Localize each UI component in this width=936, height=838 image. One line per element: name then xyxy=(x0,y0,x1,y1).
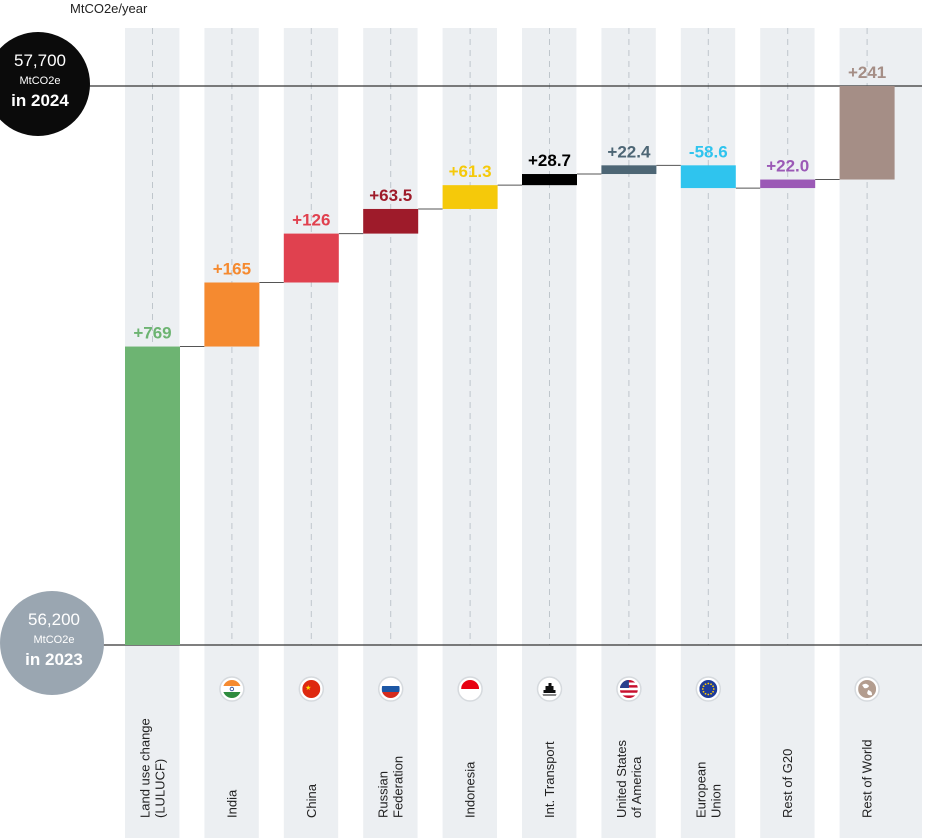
category-label: Land use change(LULUCF) xyxy=(138,718,168,818)
column-gap xyxy=(258,28,284,838)
column-gap xyxy=(179,28,205,838)
bar-7 xyxy=(601,165,657,175)
column-gap xyxy=(735,28,761,838)
bar-6 xyxy=(522,174,577,186)
bar-1 xyxy=(125,346,180,645)
column-gap xyxy=(814,28,840,838)
usa-flag-icon xyxy=(616,676,642,702)
bar-8 xyxy=(680,165,736,189)
bar-5 xyxy=(442,185,498,209)
total-year: in 2023 xyxy=(25,650,83,669)
data-label: +63.5 xyxy=(369,186,412,205)
column-gap xyxy=(497,28,522,838)
column-gap xyxy=(338,28,364,838)
ship-icon xyxy=(536,676,563,702)
russia-flag-icon xyxy=(377,676,404,702)
category-label: United Statesof America xyxy=(614,739,644,818)
end-total-circle: 57,700 MtCO2e in 2024 xyxy=(0,32,90,136)
total-value: 57,700 xyxy=(14,51,66,70)
svg-text:★: ★ xyxy=(305,684,311,692)
category-label: Int. Transport xyxy=(542,741,557,818)
data-label: +126 xyxy=(292,211,330,230)
data-label: +769 xyxy=(133,324,171,343)
india-flag-icon xyxy=(219,676,245,702)
category-label: Indonesia xyxy=(463,761,478,818)
category-label: Rest of World xyxy=(860,739,875,818)
china-flag-icon: ★ xyxy=(298,676,325,702)
start-total-circle: 56,200 MtCO2e in 2023 xyxy=(0,591,104,695)
bar-2 xyxy=(204,282,260,347)
data-label: +61.3 xyxy=(449,162,492,181)
column-gap xyxy=(417,28,443,838)
bar-4 xyxy=(363,208,419,234)
data-label: +22.4 xyxy=(607,142,651,161)
data-label: -58.6 xyxy=(689,142,728,161)
indonesia-flag-icon xyxy=(457,676,483,702)
globe-icon xyxy=(854,676,880,702)
y-axis-label: MtCO2e/year xyxy=(70,1,148,16)
total-unit: MtCO2e xyxy=(34,634,75,646)
data-label: +165 xyxy=(213,260,251,279)
category-label: Rest of G20 xyxy=(780,749,795,818)
bar-3 xyxy=(283,233,339,283)
data-label: +28.7 xyxy=(528,151,571,170)
eu-flag-icon xyxy=(695,676,722,702)
category-label: EuropeanUnion xyxy=(693,762,723,818)
category-label: China xyxy=(304,783,319,818)
data-label: +22.0 xyxy=(766,157,809,176)
column-gap xyxy=(576,28,602,838)
data-label: +241 xyxy=(848,63,886,82)
column-gap xyxy=(655,28,681,838)
total-unit: MtCO2e xyxy=(20,75,61,87)
total-year: in 2024 xyxy=(11,91,69,110)
total-value: 56,200 xyxy=(28,610,80,629)
bar-10 xyxy=(839,86,895,180)
category-label: RussianFederation xyxy=(376,756,406,818)
category-label: India xyxy=(224,789,239,818)
column-gap xyxy=(96,28,125,838)
bar-9 xyxy=(760,179,816,189)
